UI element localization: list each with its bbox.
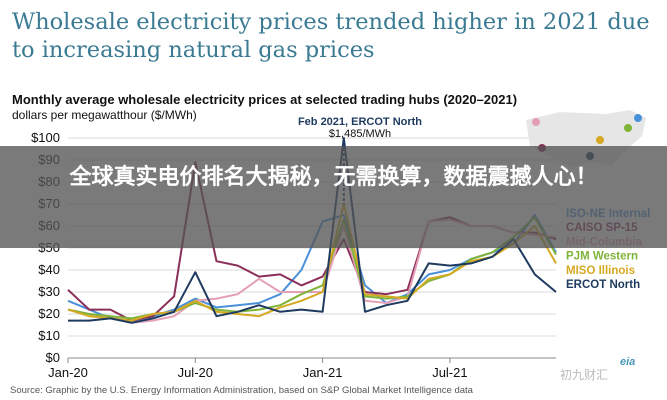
y-tick-label: $0 (46, 350, 60, 365)
annotation-value: $1,485/MWh (328, 128, 392, 140)
x-tick-label: Jul-21 (432, 365, 467, 380)
legend-entry: PJM Western (566, 251, 638, 263)
x-tick-label: Jul-20 (178, 365, 213, 380)
y-tick-label: $10 (38, 328, 60, 343)
watermark: 初九财汇 (560, 368, 609, 382)
y-tick-label: $30 (38, 284, 60, 299)
chart-subtitle: Monthly average wholesale electricity pr… (12, 92, 518, 107)
y-tick-label: $100 (31, 130, 60, 145)
peak-annotation: Feb 2021, ERCOT North $1,485/MWh (270, 116, 450, 140)
source-note: Source: Graphic by the U.S. Energy Infor… (10, 385, 473, 396)
headline: Wholesale electricity prices trended hig… (12, 9, 650, 63)
legend-entry: MISO Illinois (566, 265, 635, 277)
legend-entry: ERCOT North (566, 279, 640, 291)
annotation-title: Feb 2021, ERCOT North (297, 116, 423, 128)
series-line (68, 137, 557, 324)
promo-banner: 全球真实电价排名大揭秘，无需换算，数据震撼人心！ (0, 146, 667, 248)
eia-logo: eia (620, 356, 636, 368)
y-tick-label: $20 (38, 306, 60, 321)
series-line (67, 203, 557, 322)
y-tick-label: $40 (38, 262, 60, 277)
x-axis: Jan-20 Jul-20 Jan-21 Jul-21 (48, 358, 468, 380)
chart-units: dollars per megawatthour ($/MWh) (12, 108, 197, 122)
x-tick-label: Jan-21 (303, 365, 343, 380)
x-tick-label: Jan-20 (48, 365, 88, 380)
